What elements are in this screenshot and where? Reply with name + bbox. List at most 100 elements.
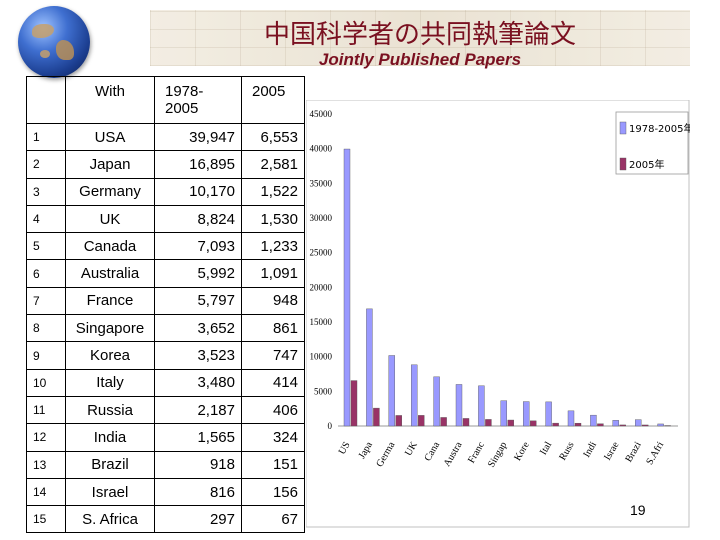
cell-v2: 6,553 (241, 122, 305, 152)
cell-v2: 67 (241, 505, 305, 534)
cell-v1: 5,992 (154, 259, 242, 288)
bar-total (612, 420, 619, 427)
cell-rank: 14 (26, 477, 66, 507)
cell-rank: 5 (26, 232, 66, 261)
cell-rank: 12 (26, 423, 66, 452)
bar-2005 (619, 424, 626, 427)
bar-total (388, 355, 396, 427)
cell-rank: 3 (26, 177, 66, 206)
cell-v1: 3,652 (154, 314, 242, 343)
header-country: With (65, 76, 155, 124)
bar-2005 (507, 419, 515, 427)
table-row: 6 Australia 5,992 1,091 (26, 259, 305, 288)
bar-total (455, 384, 463, 427)
cell-v2: 2,581 (241, 150, 305, 179)
table-row: 7 France 5,797 948 (26, 286, 305, 316)
y-tick-label: 10000 (310, 352, 333, 362)
bar-total (590, 414, 597, 427)
cell-rank: 9 (26, 341, 66, 370)
table-row: 3 Germany 10,170 1,522 (26, 177, 305, 206)
bar-total (635, 419, 642, 427)
header-rank (26, 76, 66, 124)
cell-v1: 3,523 (154, 341, 242, 370)
y-tick-label: 35000 (310, 178, 333, 188)
bar-2005 (417, 415, 425, 427)
cell-country: Singapore (65, 314, 155, 343)
table-row: 15 S. Africa 297 67 (26, 505, 305, 534)
cell-v1: 297 (154, 505, 242, 534)
table-header-row: With 1978-2005 2005 (26, 76, 305, 124)
legend-swatch (619, 157, 627, 171)
bar-2005 (373, 407, 380, 427)
legend-label: 1978-2005年 (629, 122, 690, 135)
bar-total (366, 308, 373, 427)
header-2005: 2005 (241, 76, 305, 124)
table-row: 14 Israel 816 156 (26, 477, 305, 507)
cell-v2: 156 (241, 477, 305, 507)
papers-table: With 1978-2005 2005 1 USA 39,947 6,553 2 Japa… (26, 76, 305, 534)
cell-rank: 6 (26, 259, 66, 288)
cell-country: Brazil (65, 450, 155, 479)
bar-2005 (574, 422, 582, 427)
bar-total (657, 423, 664, 427)
bar-2005 (642, 424, 649, 427)
table-row: 1 USA 39,947 6,553 (26, 122, 305, 152)
cell-country: Canada (65, 232, 155, 261)
cell-v2: 1,091 (241, 259, 305, 288)
bar-total (567, 410, 575, 427)
cell-v2: 324 (241, 423, 305, 452)
bar-chart-svg: 0 5000 10000 15000 20000 25000 30000 35000 40000… (305, 99, 694, 528)
cell-country: Japan (65, 150, 155, 179)
cell-country: USA (65, 122, 155, 152)
cell-country: Australia (65, 259, 155, 288)
table-row: 10 Italy 3,480 414 (26, 368, 305, 397)
y-tick-label: 45000 (310, 109, 333, 119)
cell-rank: 13 (26, 450, 66, 479)
cell-country: France (65, 286, 155, 316)
bar-2005 (350, 380, 358, 427)
cell-v2: 414 (241, 368, 305, 397)
cell-country: Russia (65, 395, 155, 425)
cell-rank: 11 (26, 395, 66, 425)
cell-v1: 39,947 (154, 122, 242, 152)
cell-v1: 1,565 (154, 423, 242, 452)
globe-icon (18, 6, 90, 78)
bar-2005 (440, 417, 447, 427)
y-tick-label: 5000 (314, 386, 333, 396)
cell-v1: 5,797 (154, 286, 242, 316)
bar-total (478, 385, 485, 427)
header-1978-2005-label: 1978-2005 (165, 83, 204, 117)
cell-v1: 3,480 (154, 368, 242, 397)
header-country-label: With (95, 83, 125, 100)
cell-country: India (65, 423, 155, 452)
cell-v1: 7,093 (154, 232, 242, 261)
bar-total (500, 400, 508, 427)
y-tick-label: 20000 (310, 282, 333, 292)
table-row: 8 Singapore 3,652 861 (26, 314, 305, 343)
cell-v1: 16,895 (154, 150, 242, 179)
cell-v2: 406 (241, 395, 305, 425)
title-banner: 中国科学者の共同執筆論文 Jointly Published Papers (0, 0, 720, 78)
cell-v2: 861 (241, 314, 305, 343)
cell-country: Korea (65, 341, 155, 370)
cell-rank: 1 (26, 122, 66, 152)
table-row: 12 India 1,565 324 (26, 423, 305, 452)
world-map-background (150, 10, 690, 66)
cell-v2: 1,233 (241, 232, 305, 261)
bar-2005 (552, 422, 559, 427)
bar-chart: 0 5000 10000 15000 20000 25000 30000 35000 40000… (305, 99, 694, 528)
cell-v2: 948 (241, 286, 305, 316)
cell-rank: 4 (26, 204, 66, 234)
cell-rank: 7 (26, 286, 66, 316)
table-row: 2 Japan 16,895 2,581 (26, 150, 305, 179)
bar-total (545, 401, 552, 427)
table-row: 13 Brazil 918 151 (26, 450, 305, 479)
table-row: 4 UK 8,824 1,530 (26, 204, 305, 234)
header-2005-label: 2005 (252, 83, 286, 100)
bar-2005 (485, 419, 492, 427)
cell-rank: 8 (26, 314, 66, 343)
cell-v2: 747 (241, 341, 305, 370)
cell-rank: 10 (26, 368, 66, 397)
table-row: 9 Korea 3,523 747 (26, 341, 305, 370)
bar-2005 (462, 418, 470, 427)
